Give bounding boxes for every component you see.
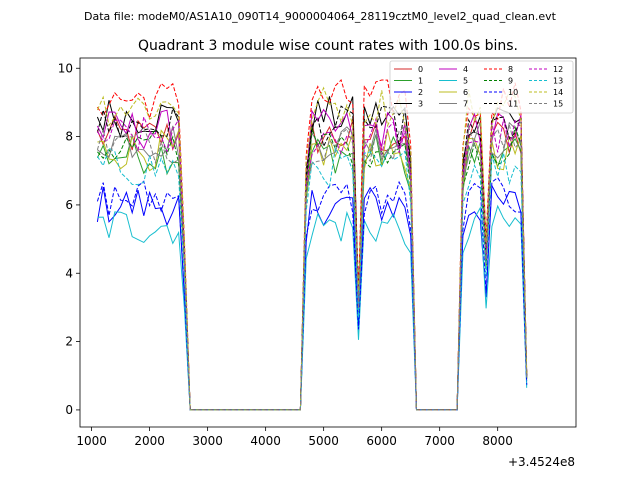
series-line-12 [96, 115, 528, 411]
series-line-0 [96, 115, 528, 411]
legend-label-1: 1 [418, 77, 423, 86]
y-tick-label: 10 [58, 61, 73, 75]
series-line-2 [96, 183, 528, 411]
x-tick-label: 2000 [134, 434, 165, 448]
legend-label-2: 2 [418, 88, 423, 97]
legend-label-12: 12 [553, 65, 563, 74]
x-tick-label: 5000 [308, 434, 339, 448]
suptitle: Data file: modeM0/AS1A10_090T14_90000040… [84, 10, 557, 23]
y-tick-label: 4 [65, 266, 73, 280]
series-line-11 [96, 105, 528, 411]
plot-lines [96, 79, 528, 411]
legend-label-9: 9 [508, 77, 513, 86]
chart-title: Quadrant 3 module wise count rates with … [138, 38, 518, 54]
legend-label-0: 0 [418, 65, 423, 74]
y-tick-label: 8 [65, 130, 73, 144]
x-offset-label: +3.4524e8 [508, 455, 575, 469]
series-line-15 [96, 124, 528, 411]
series-line-5 [97, 204, 528, 411]
y-tick-label: 6 [65, 198, 73, 212]
legend-label-11: 11 [508, 100, 518, 109]
series-line-7 [97, 121, 528, 411]
x-tick-label: 6000 [366, 434, 397, 448]
series-line-8 [96, 79, 528, 411]
series-line-9 [97, 125, 528, 411]
legend-label-3: 3 [418, 100, 423, 109]
x-tick-label: 4000 [250, 434, 281, 448]
legend-label-5: 5 [463, 77, 468, 86]
plot-frame [79, 57, 577, 428]
legend-label-10: 10 [508, 88, 518, 97]
x-tick-label: 3000 [192, 434, 223, 448]
legend-label-8: 8 [508, 65, 513, 74]
x-tick-label: 7000 [424, 434, 455, 448]
legend-label-13: 13 [553, 77, 563, 86]
series-line-4 [96, 108, 528, 411]
series-line-10 [96, 176, 528, 411]
legend-label-4: 4 [463, 65, 468, 74]
x-tick-label: 1000 [76, 434, 107, 448]
legend-label-6: 6 [463, 88, 468, 97]
legend-label-15: 15 [553, 100, 563, 109]
legend-box [389, 60, 574, 114]
legend-label-7: 7 [463, 100, 468, 109]
x-tick-label: 8000 [482, 434, 513, 448]
series-line-6 [97, 129, 528, 411]
legend-label-14: 14 [553, 88, 563, 97]
y-tick-label: 2 [65, 335, 73, 349]
y-tick-label: 0 [65, 403, 73, 417]
